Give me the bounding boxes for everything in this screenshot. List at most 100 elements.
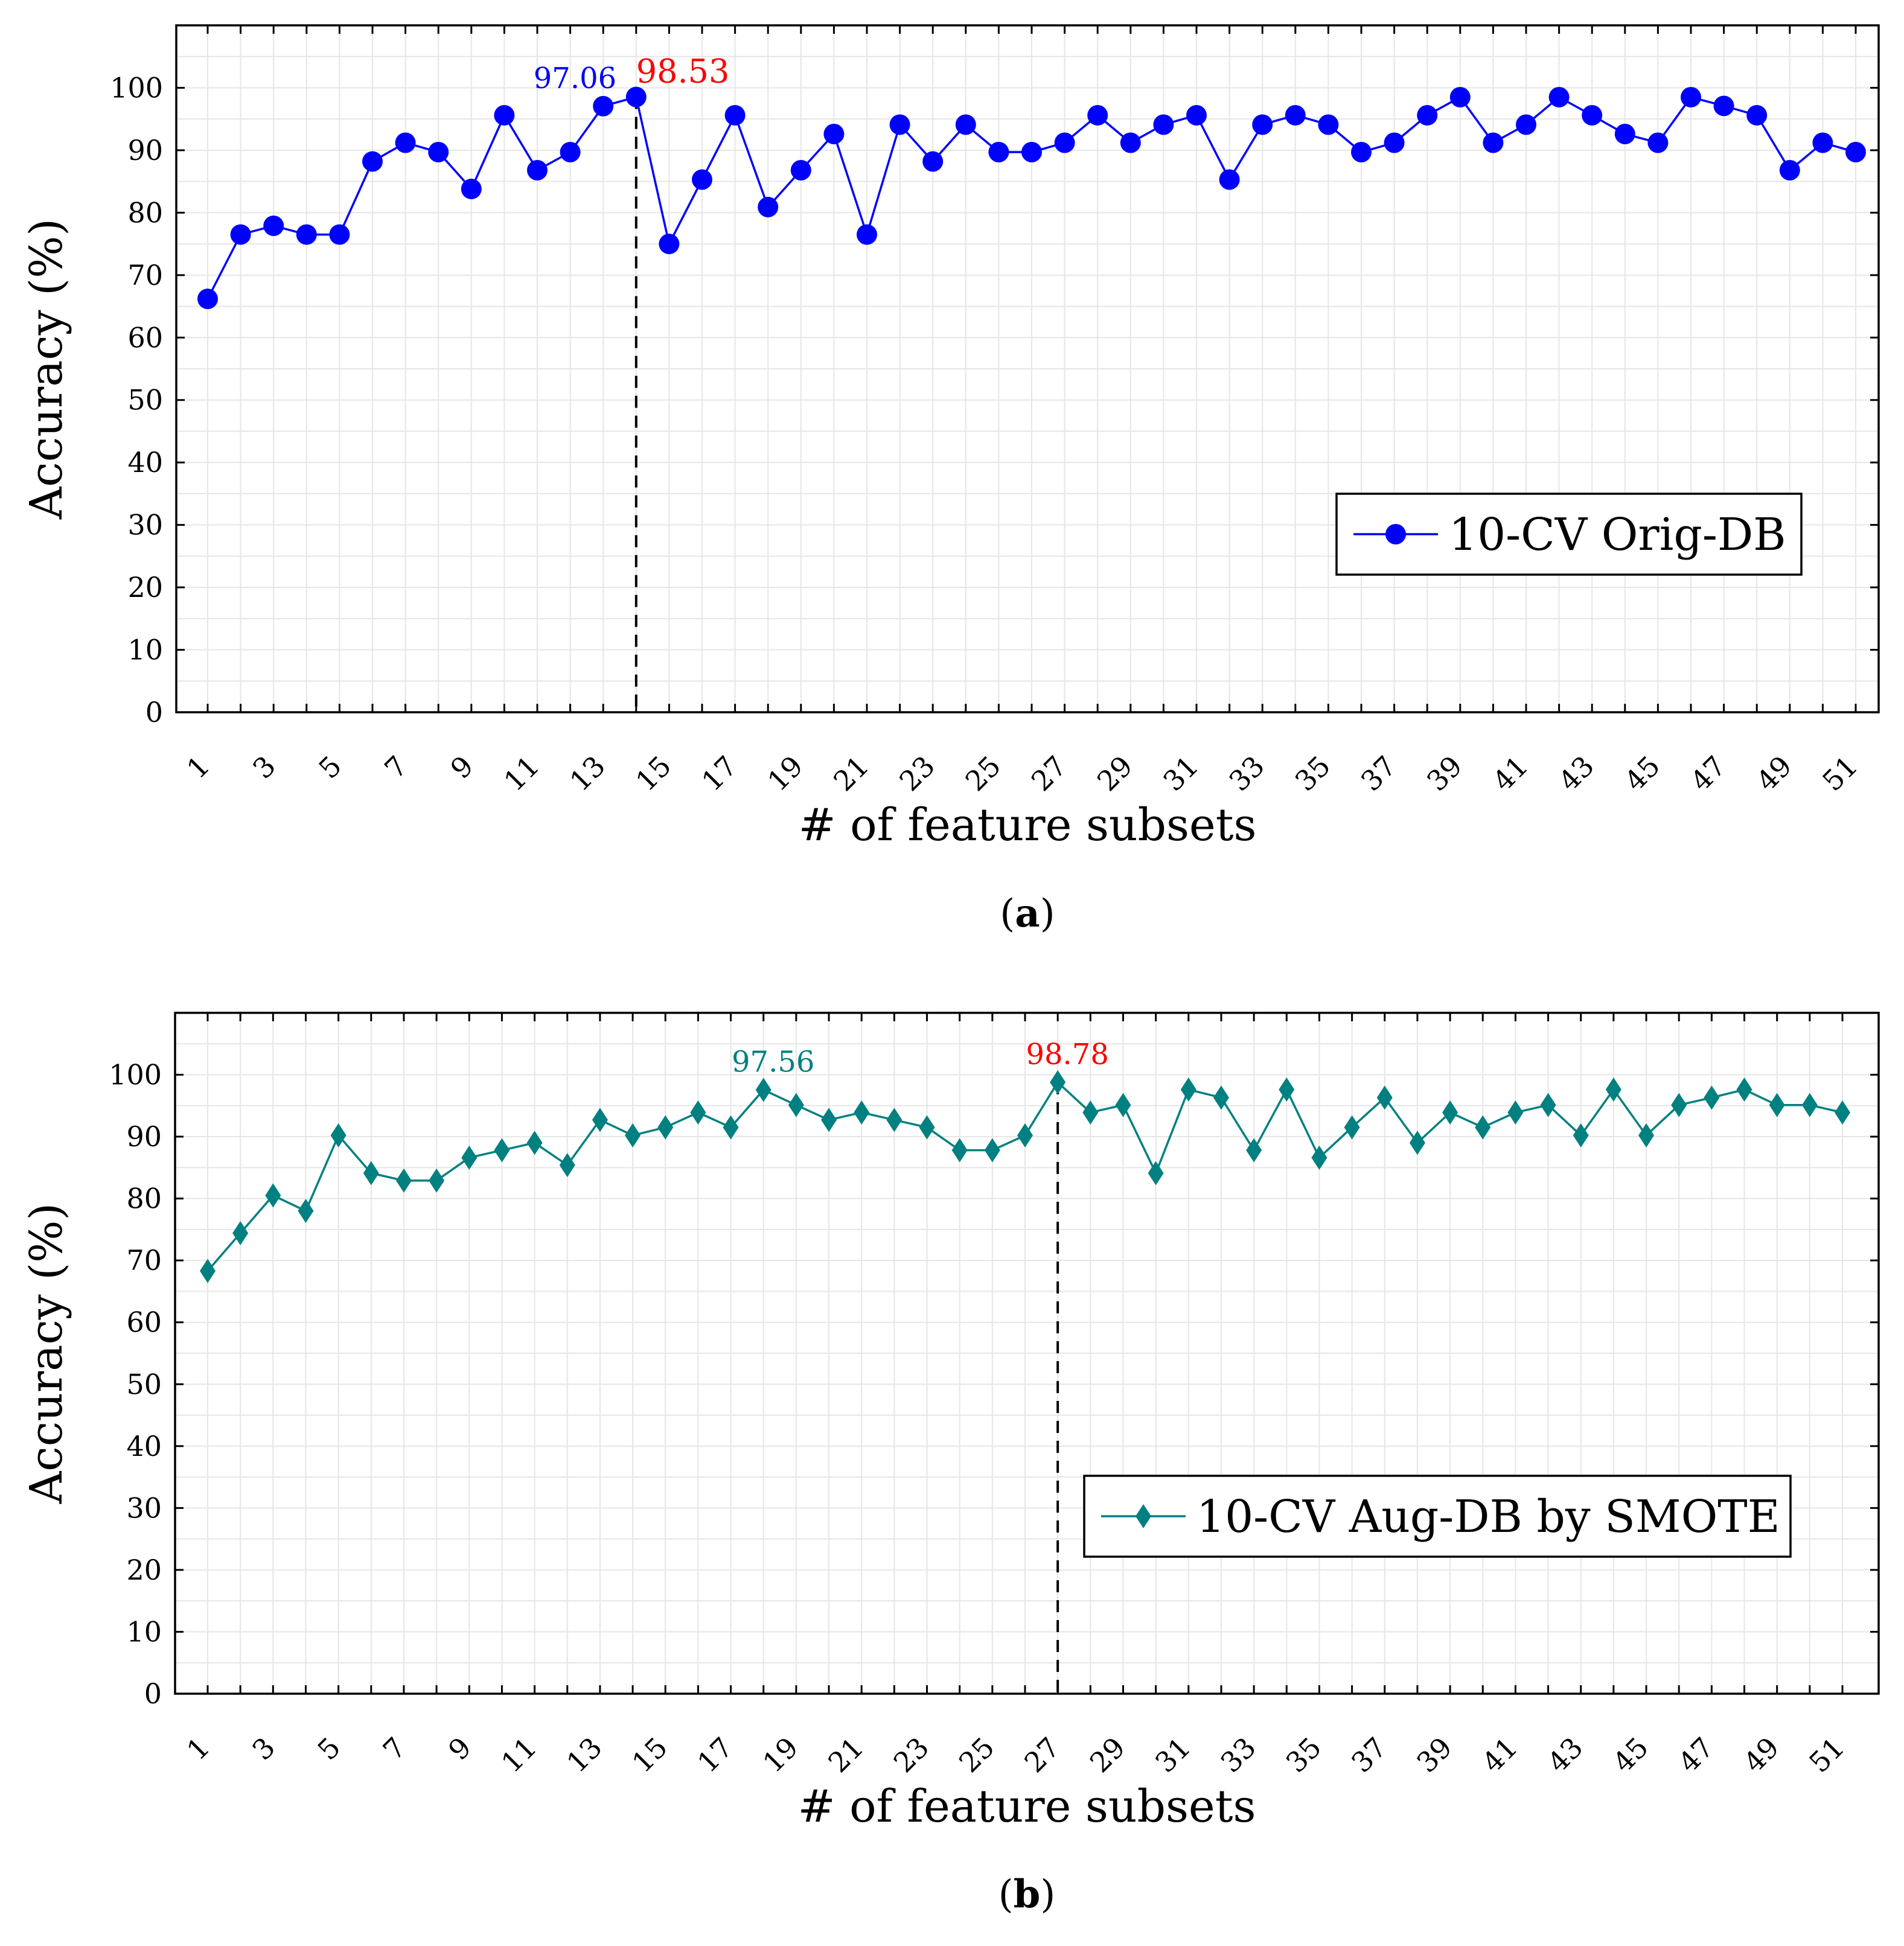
data-point xyxy=(1054,132,1075,153)
y-tick-label: 70 xyxy=(126,1244,162,1277)
data-point xyxy=(330,1123,347,1148)
data-point xyxy=(1736,1077,1752,1102)
data-point xyxy=(200,1259,216,1283)
y-tick-label: 30 xyxy=(126,1491,162,1524)
data-point xyxy=(1384,132,1405,153)
data-point xyxy=(395,1168,412,1193)
data-point xyxy=(1219,169,1240,190)
data-point xyxy=(1285,104,1306,126)
data-point xyxy=(955,114,976,135)
data-point xyxy=(625,86,647,107)
data-point xyxy=(723,1115,739,1140)
data-point xyxy=(1704,1085,1720,1110)
data-point xyxy=(1344,1115,1360,1140)
data-point xyxy=(527,160,548,181)
y-tick-label: 70 xyxy=(127,259,163,292)
data-point xyxy=(1516,114,1536,135)
data-point xyxy=(919,1115,935,1140)
plot-frame xyxy=(175,24,1880,713)
data-point xyxy=(1548,86,1570,107)
data-point xyxy=(1647,132,1669,153)
data-point xyxy=(197,289,218,310)
data-point xyxy=(755,1077,772,1102)
data-point xyxy=(1605,1077,1621,1102)
plot-frame xyxy=(174,1012,1880,1695)
data-point xyxy=(592,1108,608,1132)
data-point xyxy=(1681,86,1701,107)
data-point xyxy=(657,1115,674,1140)
data-point xyxy=(821,1108,837,1132)
panel-caption: (a) xyxy=(1000,891,1055,936)
data-point xyxy=(988,142,1009,163)
data-point xyxy=(1311,1145,1327,1170)
y-tick-label: 80 xyxy=(127,196,163,229)
data-point xyxy=(1713,95,1734,116)
data-point xyxy=(758,197,779,218)
data-point xyxy=(1417,104,1438,126)
data-point xyxy=(559,1153,575,1178)
data-point xyxy=(362,151,383,172)
data-point xyxy=(1449,86,1471,107)
data-point xyxy=(263,215,284,237)
data-point xyxy=(1376,1085,1393,1110)
data-point xyxy=(1442,1100,1458,1125)
data-point xyxy=(296,224,317,245)
data-point xyxy=(1186,104,1207,126)
data-point xyxy=(1246,1138,1262,1163)
data-point xyxy=(1573,1123,1589,1148)
y-tick-label: 0 xyxy=(145,696,163,729)
y-axis-label: Accuracy (%) xyxy=(21,219,72,520)
data-point xyxy=(886,1108,902,1132)
data-point xyxy=(232,1221,249,1246)
data-point xyxy=(1082,1100,1099,1125)
data-point xyxy=(823,124,845,145)
data-point xyxy=(1279,1077,1295,1102)
legend-label: 10-CV Orig-DB xyxy=(1449,509,1786,561)
data-point xyxy=(1087,104,1108,126)
y-axis-label: Accuracy (%) xyxy=(21,1203,72,1504)
data-point xyxy=(1614,124,1635,145)
panel-caption: (b) xyxy=(998,1872,1056,1917)
data-point xyxy=(1812,132,1833,153)
x-axis-label: # of feature subsets xyxy=(798,1781,1256,1833)
data-point xyxy=(692,169,712,190)
data-point xyxy=(1671,1093,1687,1117)
data-point xyxy=(1845,142,1866,163)
data-point xyxy=(265,1183,281,1208)
data-point xyxy=(526,1131,543,1155)
data-point xyxy=(1180,1077,1196,1102)
x-axis-label: # of feature subsets xyxy=(799,799,1257,851)
data-point xyxy=(690,1100,706,1125)
data-point xyxy=(1483,132,1504,153)
data-label: 98.78 xyxy=(1026,1038,1108,1071)
data-point xyxy=(1801,1093,1818,1117)
data-label: 97.56 xyxy=(732,1045,814,1079)
y-tick-label: 100 xyxy=(110,71,163,104)
legend-box xyxy=(1083,1475,1792,1558)
y-tick-label: 30 xyxy=(127,509,163,541)
data-point xyxy=(1746,104,1768,126)
y-tick-label: 80 xyxy=(126,1182,162,1215)
y-tick-label: 90 xyxy=(126,1120,162,1153)
data-point xyxy=(363,1161,379,1185)
data-point xyxy=(854,1100,870,1125)
data-point xyxy=(790,160,811,181)
data-point xyxy=(922,151,944,172)
data-point xyxy=(329,224,350,245)
y-tick-label: 10 xyxy=(126,1615,162,1648)
data-point xyxy=(1582,104,1603,126)
y-tick-label: 20 xyxy=(127,571,163,604)
data-point xyxy=(659,234,680,255)
data-point xyxy=(1507,1100,1524,1125)
data-point xyxy=(1252,114,1273,135)
data-point xyxy=(593,95,614,116)
data-point xyxy=(724,104,746,126)
data-point xyxy=(1475,1115,1491,1140)
data-point xyxy=(230,224,251,245)
data-point xyxy=(1540,1093,1556,1117)
data-point xyxy=(1318,114,1339,135)
data-point xyxy=(857,224,877,245)
data-point xyxy=(1351,142,1372,163)
data-point xyxy=(494,1138,510,1163)
data-point xyxy=(788,1093,804,1117)
